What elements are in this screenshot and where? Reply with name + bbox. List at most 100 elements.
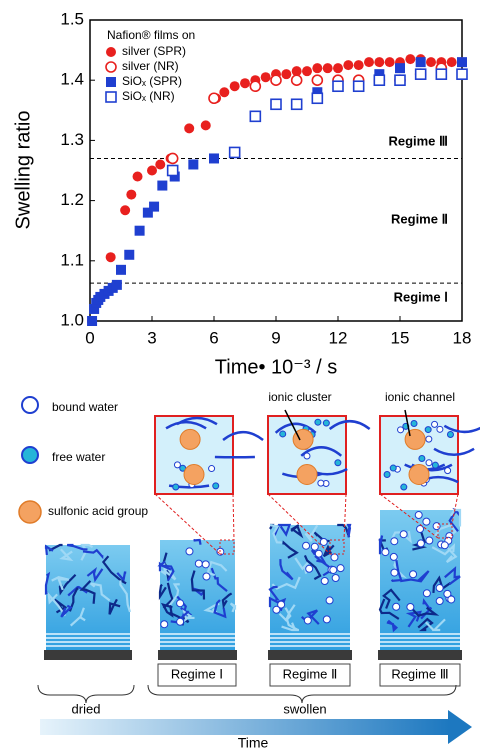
water [322, 615, 331, 624]
polymer-chain [80, 543, 94, 561]
water [320, 577, 329, 586]
water [440, 541, 449, 550]
legend-label: silver (SPR) [122, 44, 186, 58]
water [416, 539, 425, 548]
polymer-chain [444, 566, 461, 586]
data-point [260, 72, 271, 83]
data-point [405, 54, 416, 65]
polymer-chain [82, 548, 104, 560]
water [414, 511, 423, 520]
time-arrow-head [448, 710, 472, 744]
water [302, 541, 311, 550]
data-point [166, 152, 179, 165]
legend-label: SiOₓ (SPR) [122, 74, 182, 88]
data-point [395, 63, 405, 74]
annotation: Regime Ⅱ [391, 211, 448, 226]
y-tick-label: 1.2 [60, 190, 84, 209]
data-point [184, 123, 195, 134]
x-tick-label: 3 [147, 328, 156, 347]
water [202, 572, 211, 581]
polymer-chain [44, 544, 54, 556]
data-point [332, 80, 344, 93]
data-point [343, 60, 354, 71]
data-point [281, 69, 292, 80]
polymer-chain [54, 598, 68, 614]
water [410, 420, 418, 428]
polymer-chain [449, 508, 462, 527]
water [317, 479, 325, 487]
zoom-link [343, 493, 347, 541]
water [425, 536, 434, 545]
water [176, 617, 185, 626]
legend-marker [106, 77, 116, 87]
callout-label: ionic cluster [268, 390, 331, 404]
polymer-chain [86, 566, 104, 583]
polymer-chain [119, 580, 132, 613]
water [319, 537, 328, 546]
data-point [457, 57, 467, 68]
water [390, 537, 399, 546]
legend-label: bound water [52, 400, 118, 414]
polymer-chain [322, 544, 335, 558]
pointer [284, 409, 301, 441]
polymer-chain [346, 523, 352, 538]
data-point [414, 68, 427, 80]
legend-label: SiOₓ (NR) [122, 89, 175, 103]
sulfonic [183, 464, 205, 485]
polymer-chain [193, 538, 202, 545]
water [389, 552, 398, 561]
data-point [364, 57, 374, 68]
polymer-chain [300, 446, 343, 457]
stage-label: Regime Ⅲ [391, 666, 448, 681]
data-point [374, 57, 385, 68]
film [46, 545, 130, 650]
free-water-icon [21, 446, 39, 464]
water [185, 547, 194, 556]
zoom-link [232, 493, 235, 541]
polymer-chain [190, 570, 206, 600]
data-point [169, 171, 180, 182]
polymer-chain [157, 560, 175, 582]
polymer-chain [165, 420, 207, 430]
data-point [426, 57, 436, 68]
data-point [149, 201, 160, 212]
y-tick-label: 1.3 [60, 130, 84, 149]
water [422, 589, 431, 598]
data-point [229, 81, 240, 92]
zoom-mark [329, 539, 345, 555]
polymer-chain [303, 555, 322, 581]
polymer-chain [158, 583, 167, 601]
data-point [270, 74, 282, 86]
x-tick-label: 15 [391, 328, 410, 347]
legend-label: silver (NR) [122, 59, 179, 73]
data-point [352, 80, 365, 93]
data-point [134, 225, 145, 236]
polymer-chain [268, 585, 280, 601]
water [425, 459, 433, 467]
polymer-chain [69, 607, 86, 627]
polymer-chain [66, 543, 88, 551]
arrow-label: Time [238, 735, 269, 751]
water [322, 419, 330, 427]
data-point [373, 74, 386, 86]
callout-label: ionic channel [385, 390, 455, 404]
stage-label: Regime Ⅱ [283, 666, 338, 681]
zoom-mark [219, 539, 235, 555]
x-tick-label: 6 [209, 328, 218, 347]
data-point [446, 57, 457, 68]
polymer-chain [68, 587, 79, 612]
film [270, 525, 350, 650]
substrate [158, 650, 237, 660]
water [176, 599, 185, 608]
data-point [200, 120, 211, 131]
sulfonic [408, 464, 430, 485]
y-tick-label: 1.0 [60, 310, 84, 329]
polymer-chain [108, 598, 121, 615]
data-point [105, 252, 116, 263]
stage-box [157, 663, 237, 687]
brace [37, 684, 135, 704]
polymer-chain [221, 592, 233, 610]
water [399, 530, 408, 539]
water [443, 589, 452, 598]
water [314, 418, 322, 426]
